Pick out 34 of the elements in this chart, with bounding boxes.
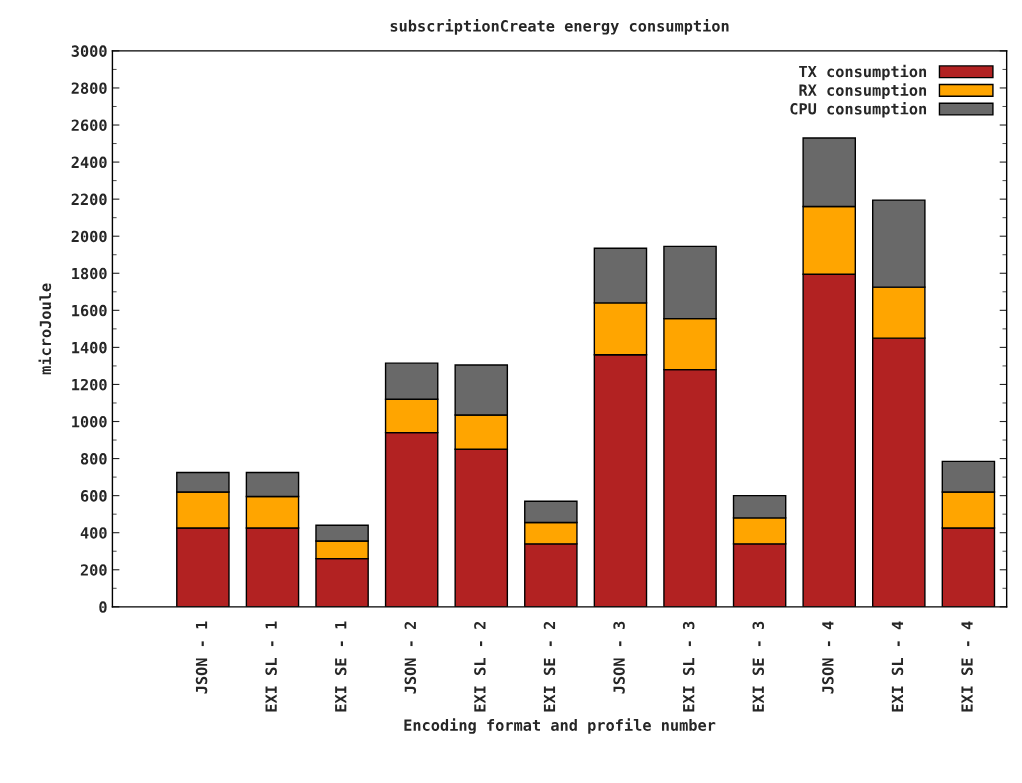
y-tick-label: 1400 xyxy=(72,341,107,354)
x-tick-label: EXI SL - 3 xyxy=(682,621,695,712)
legend-label: TX consumption xyxy=(799,64,927,81)
y-tick-label: 2600 xyxy=(71,119,107,132)
y-axis-title: microJoule xyxy=(38,283,52,375)
x-axis-title: Encoding format and profile number xyxy=(404,718,716,734)
y-tick-label: 2200 xyxy=(71,193,107,206)
chart-title: subscriptionCreate energy consumption xyxy=(390,19,729,35)
x-tick-label: JSON - 1 xyxy=(195,621,208,694)
y-tick-label: 1000 xyxy=(72,415,107,428)
y-tick-label: 200 xyxy=(80,564,107,576)
x-tick-label: EXI SE - 1 xyxy=(334,621,347,712)
legend-label: RX consumption xyxy=(799,83,927,99)
y-tick-label: 2800 xyxy=(71,82,107,94)
x-tick-label: JSON - 4 xyxy=(822,621,834,694)
y-tick-label: 1600 xyxy=(72,304,107,317)
x-tick-label: EXI SE - 3 xyxy=(752,621,765,712)
x-tick-label: JSON - 3 xyxy=(613,621,625,694)
x-tick-label: EXI SE - 2 xyxy=(543,621,556,712)
y-tick-label: 1200 xyxy=(72,378,107,391)
y-tick-label: 400 xyxy=(80,527,107,539)
y-tick-label: 3000 xyxy=(71,45,107,57)
y-tick-label: 600 xyxy=(80,490,107,502)
x-tick-label: EXI SL - 2 xyxy=(474,621,486,712)
legend-label: CPU consumption xyxy=(790,101,927,118)
x-tick-label: EXI SL - 4 xyxy=(891,621,904,712)
y-tick-label: 0 xyxy=(99,601,107,613)
x-tick-label: JSON - 2 xyxy=(404,621,417,694)
x-tick-label: EXI SL - 1 xyxy=(265,621,277,712)
y-tick-label: 2000 xyxy=(71,230,107,243)
y-tick-label: 800 xyxy=(80,453,107,465)
y-tick-label: 1800 xyxy=(72,267,107,280)
x-tick-label: EXI SE - 4 xyxy=(961,621,973,712)
y-tick-label: 2400 xyxy=(71,156,107,169)
